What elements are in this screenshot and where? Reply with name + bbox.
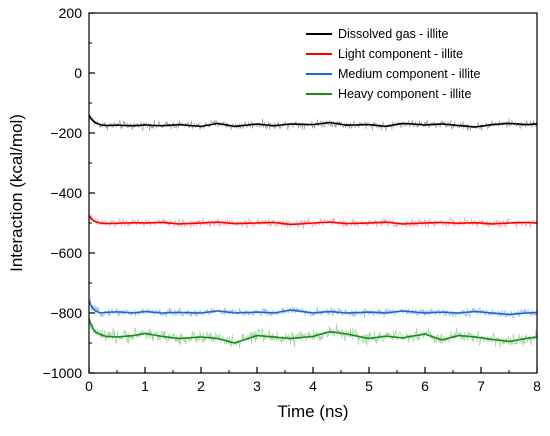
x-tick-label: 1 xyxy=(141,378,149,394)
raw-trace-series-4 xyxy=(88,312,538,349)
series-line-1 xyxy=(88,114,538,128)
y-tick-label: 200 xyxy=(59,5,83,21)
raw-trace-series-1 xyxy=(88,114,538,132)
x-tick-label: 8 xyxy=(533,378,541,394)
raw-trace-series-2 xyxy=(88,213,538,230)
x-tick-label: 7 xyxy=(477,378,485,394)
x-tick-label: 0 xyxy=(85,378,93,394)
y-tick-label: 0 xyxy=(74,65,82,81)
series-line-3 xyxy=(88,300,538,316)
x-tick-label: 6 xyxy=(421,378,429,394)
x-tick-label: 2 xyxy=(197,378,205,394)
y-axis-label: Interaction (kcal/mol) xyxy=(7,114,26,272)
plot-frame xyxy=(88,12,538,374)
y-tick-label: −800 xyxy=(50,305,82,321)
legend: Dissolved gas - illite Light component - … xyxy=(306,27,480,101)
y-tick-label: −200 xyxy=(50,125,82,141)
legend-label: Dissolved gas - illite xyxy=(338,27,449,41)
tick-labels: 0 1 2 3 4 5 6 7 8 −1000 −800 −600 −400 −200 0 200 xyxy=(43,5,541,394)
series-line-4 xyxy=(88,318,538,344)
y-tick-label: −1000 xyxy=(43,365,83,381)
legend-label: Light component - illite xyxy=(338,47,463,61)
smoothed-series-lines xyxy=(88,114,538,344)
x-tick-label: 4 xyxy=(309,378,317,394)
legend-label: Medium component - illite xyxy=(338,67,480,81)
x-axis-label: Time (ns) xyxy=(277,402,348,421)
raw-trace-series-3 xyxy=(88,298,538,319)
series-line-2 xyxy=(88,215,538,226)
x-tick-label: 3 xyxy=(253,378,261,394)
legend-label: Heavy component - illite xyxy=(338,87,471,101)
y-tick-label: −400 xyxy=(50,185,82,201)
y-tick-label: −600 xyxy=(50,245,82,261)
x-tick-label: 5 xyxy=(365,378,373,394)
